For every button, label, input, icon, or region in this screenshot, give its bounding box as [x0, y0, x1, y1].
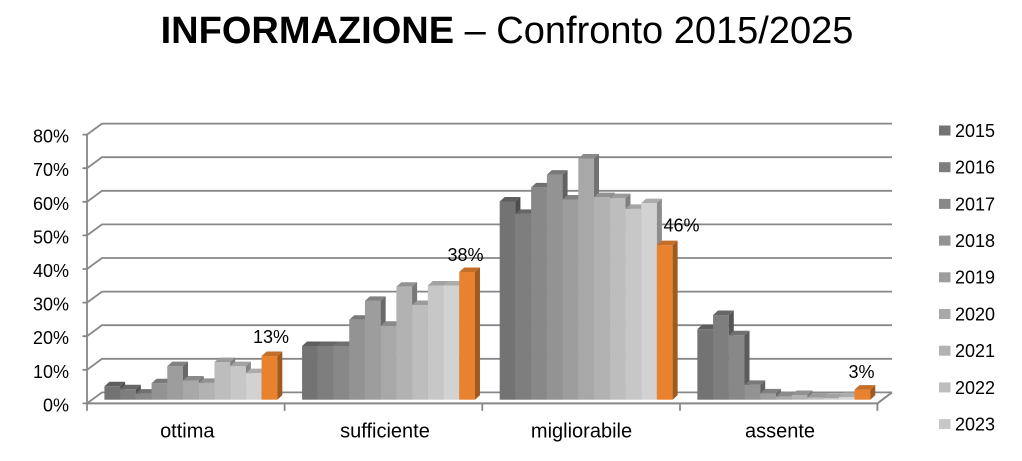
svg-text:3%: 3% — [848, 362, 874, 382]
svg-text:13%: 13% — [253, 327, 289, 347]
svg-text:2021: 2021 — [955, 341, 995, 361]
svg-text:2023: 2023 — [955, 415, 995, 435]
svg-text:migliorabile: migliorabile — [531, 421, 632, 443]
svg-text:46%: 46% — [663, 216, 699, 236]
svg-text:50%: 50% — [33, 227, 69, 247]
svg-text:2020: 2020 — [955, 304, 995, 324]
svg-text:ottima: ottima — [160, 421, 215, 443]
svg-text:10%: 10% — [33, 362, 69, 382]
svg-text:38%: 38% — [447, 245, 483, 265]
svg-text:70%: 70% — [33, 160, 69, 180]
svg-text:20%: 20% — [33, 328, 69, 348]
svg-text:assente: assente — [745, 421, 815, 443]
svg-text:60%: 60% — [33, 194, 69, 214]
svg-text:2015: 2015 — [955, 121, 995, 141]
svg-text:2017: 2017 — [955, 194, 995, 214]
svg-text:30%: 30% — [33, 295, 69, 315]
svg-text:2019: 2019 — [955, 268, 995, 288]
svg-text:2022: 2022 — [955, 378, 995, 398]
svg-text:2018: 2018 — [955, 231, 995, 251]
svg-text:2016: 2016 — [955, 158, 995, 178]
svg-text:0%: 0% — [43, 395, 69, 415]
svg-text:40%: 40% — [33, 261, 69, 281]
svg-text:sufficiente: sufficiente — [340, 421, 430, 443]
svg-text:80%: 80% — [33, 127, 69, 147]
